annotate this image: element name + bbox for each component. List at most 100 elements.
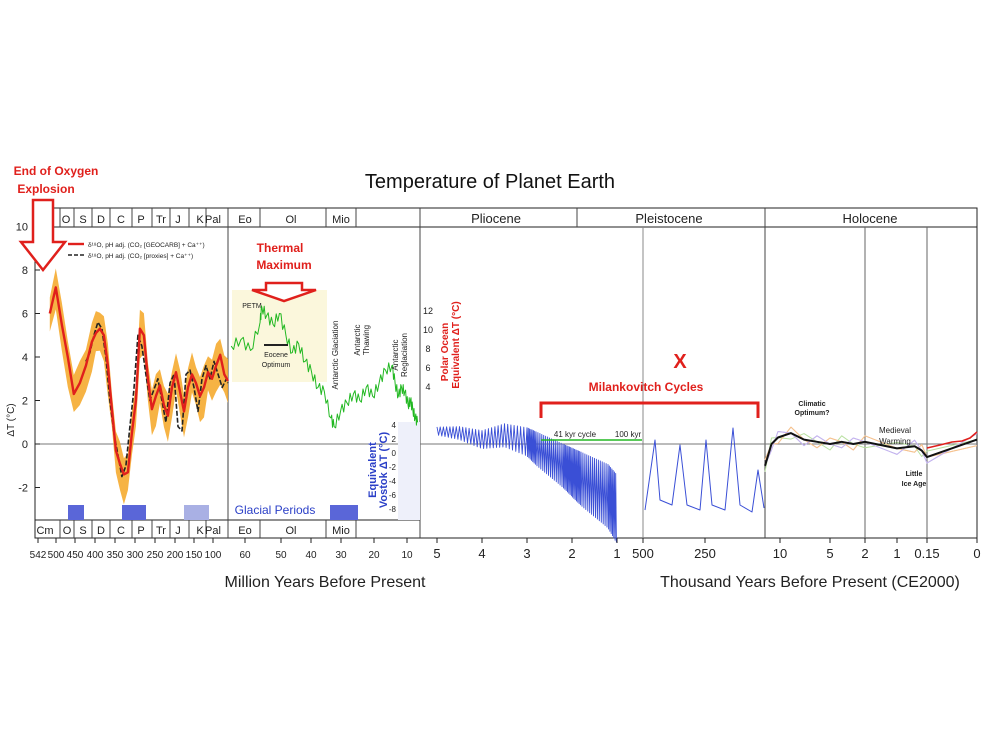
x-tick-label: 0 [973,546,980,561]
petm-band [232,290,327,382]
period-label-bottom: P [137,525,144,537]
period-label-bottom: K [196,525,204,537]
period-label-bottom: C [117,525,125,537]
antarctic-glaciation-label: Antarctic Glaciation [331,321,340,390]
x-tick-label: 250 [694,546,716,561]
x-tick-label: 250 [147,550,164,561]
x-tick-label: 1 [893,546,900,561]
petm-label: PETM [242,303,262,310]
kyr100-label: 100 kyr [615,430,642,439]
epoch-label: Pleistocene [635,211,702,226]
x-axis-label-right: Thousand Years Before Present (CE2000) [660,574,960,591]
kyr41-label: 41 kyr cycle [554,430,597,439]
period-label-top: Mio [332,214,350,226]
oxygen-arrow [18,198,68,273]
antarctic-thawing-label: Thawing [362,325,371,355]
period-label-top: Tr [156,214,166,226]
antarctic-reglaciation-label: Antarctic [391,339,400,370]
oxygen-annotation-1: End of Oxygen [14,164,99,178]
eocene-label: Eocene [264,352,288,359]
y-tick-label: 6 [22,309,28,321]
x-tick-label: 400 [87,550,104,561]
glacial-square-1 [68,505,84,520]
x-tick-label: 542 [30,550,47,561]
x-tick-label: 5 [826,546,833,561]
milankovitch-bracket [539,401,760,418]
oxygen-annotation-2: Explosion [17,182,74,196]
glacial-square-4 [330,505,358,520]
x-tick-label: 0.15 [914,546,939,561]
period-label-top: P [137,214,144,226]
polar-tick-label: 4 [425,382,430,392]
series-line-cenozoic [230,305,419,429]
epoch-label: Pliocene [471,211,521,226]
series-line-recent [926,431,978,449]
vostok-tick-label: -6 [389,491,397,500]
x-tick-label: 300 [127,550,144,561]
period-label-bottom: Cm [36,525,53,537]
y-tick-label: 10 [16,222,28,234]
uncertainty-band [49,268,228,505]
period-label-bottom: Eo [238,525,251,537]
period-label-top: O [62,214,71,226]
period-label-bottom: O [63,525,72,537]
x-tick-label: 10 [401,550,413,561]
x-tick-label: 4 [478,546,485,561]
polar-tick-label: 10 [423,325,433,335]
y-tick-label: 8 [22,265,28,277]
period-label-bottom: Ol [286,525,297,537]
thermal-arrow [251,281,317,303]
polar-tick-label: 12 [423,306,433,316]
series-line-pliocene [436,423,617,543]
x-tick-label: 10 [773,546,787,561]
little-ice-age-label: Ice Age [902,481,927,488]
period-label-top: Pal [205,214,221,226]
thermal-annotation-2: Maximum [256,258,311,272]
y-tick-label: -2 [18,483,28,495]
optimum-label: Optimum [262,362,291,369]
medieval-label: Warming [879,437,911,446]
x-tick-label: 50 [275,550,287,561]
polar-ocean-label: Polar Ocean [440,323,451,381]
period-label-bottom: S [79,525,86,537]
x-tick-label: 2 [568,546,575,561]
polar-ocean-label: Equivalent ΔT (°C) [451,301,462,388]
vostok-tick-label: 0 [392,449,397,458]
vostok-tick-label: 2 [392,435,397,444]
period-label-top: C [117,214,125,226]
polar-tick-label: 8 [425,344,430,354]
y-axis-label: ΔT (°C) [6,403,17,436]
series-layer [48,286,978,543]
x-tick-label: 20 [368,550,380,561]
climatic-optimum-label: Optimum? [795,410,830,417]
period-label-top: Ol [286,214,297,226]
milankovitch-label: Milankovitch Cycles [589,380,704,394]
period-label-bottom: J [175,525,181,537]
x-tick-label: 200 [167,550,184,561]
x-tick-label: 500 [48,550,65,561]
x-tick-label: 5 [433,546,440,561]
y-tick-label: 4 [22,352,28,364]
x-tick-label: 350 [107,550,124,561]
little-ice-age-label: Little [906,471,923,478]
period-label-top: Eo [238,214,251,226]
antarctic-reglaciation-label: Reglaciation [400,333,409,377]
period-label-bottom: Tr [156,525,166,537]
climatic-optimum-label: Climatic [798,401,825,408]
x-tick-label: 450 [67,550,84,561]
vostok-tick-label: -2 [389,463,397,472]
x-tick-label: 3 [523,546,530,561]
x-tick-label: 2 [861,546,868,561]
series-line-holocene [764,432,978,467]
polar-tick-label: 6 [425,363,430,373]
legend-label-geocarb: δ¹⁸O, pH adj. (CO₂ [GEOCARB] + Ca⁺⁺) [88,242,205,249]
period-label-bottom: D [97,525,105,537]
y-tick-label: 2 [22,396,28,408]
x-tick-label: 500 [632,546,654,561]
vostok-tick-label: -8 [389,505,397,514]
medieval-label: Medieval [879,426,911,435]
x-tick-label: 150 [186,550,203,561]
y-tick-label: 0 [22,439,28,451]
